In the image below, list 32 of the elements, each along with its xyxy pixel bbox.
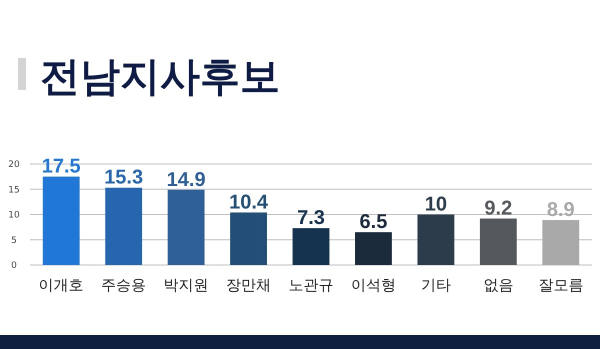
data-label: 14.9 bbox=[166, 168, 206, 191]
x-tick-label: 장만채 bbox=[226, 276, 272, 294]
data-label: 6.5 bbox=[360, 211, 388, 234]
x-tick-label: 기타 bbox=[420, 276, 451, 294]
y-tick-label: 20 bbox=[8, 160, 20, 170]
chart-title: 전남지사후보 bbox=[40, 54, 280, 100]
bar bbox=[292, 228, 330, 265]
x-tick-label: 노관규 bbox=[288, 276, 334, 294]
bar bbox=[480, 218, 517, 265]
x-tick-label: 없음 bbox=[483, 276, 514, 294]
bar bbox=[168, 190, 205, 265]
data-label: 10.4 bbox=[229, 191, 269, 214]
y-tick-label: 15 bbox=[8, 185, 20, 196]
y-tick-label: 10 bbox=[8, 210, 20, 220]
bar bbox=[542, 220, 580, 265]
bar bbox=[355, 232, 392, 265]
y-tick-label: 0 bbox=[11, 261, 18, 271]
data-label: 17.5 bbox=[42, 156, 81, 178]
bar bbox=[42, 176, 80, 265]
data-label: 15.3 bbox=[104, 166, 144, 189]
data-label: 10 bbox=[424, 194, 448, 216]
bar bbox=[230, 212, 267, 265]
x-tick-label: 이석형 bbox=[350, 276, 396, 294]
x-tick-label: 박지원 bbox=[164, 276, 209, 294]
x-tick-label: 잘모름 bbox=[538, 276, 584, 294]
bar bbox=[105, 188, 142, 265]
bar bbox=[417, 214, 454, 265]
data-label: 7.3 bbox=[297, 207, 325, 230]
y-tick-label: 5 bbox=[11, 236, 17, 246]
data-label: 9.2 bbox=[484, 198, 512, 220]
x-tick-label: 주승용 bbox=[101, 276, 146, 294]
x-tick-label: 이개호 bbox=[38, 276, 84, 294]
